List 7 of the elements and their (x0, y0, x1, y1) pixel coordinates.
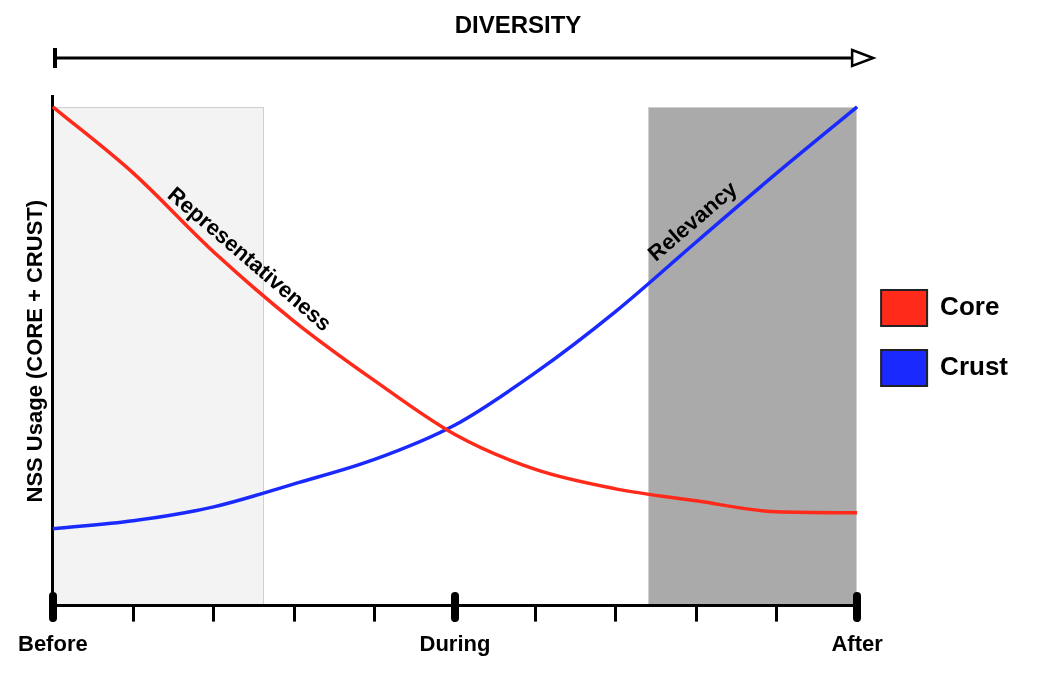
legend-label: Crust (940, 351, 1009, 382)
legend-label: Core (940, 291, 1000, 322)
x-tick-label: During (419, 630, 491, 656)
x-tick-label: After (831, 630, 884, 656)
x-tick-label: Before (18, 630, 88, 656)
chart-title: DIVERSITY (454, 11, 582, 39)
y-axis-title: NSS Usage (CORE + CRUST) (21, 199, 47, 503)
